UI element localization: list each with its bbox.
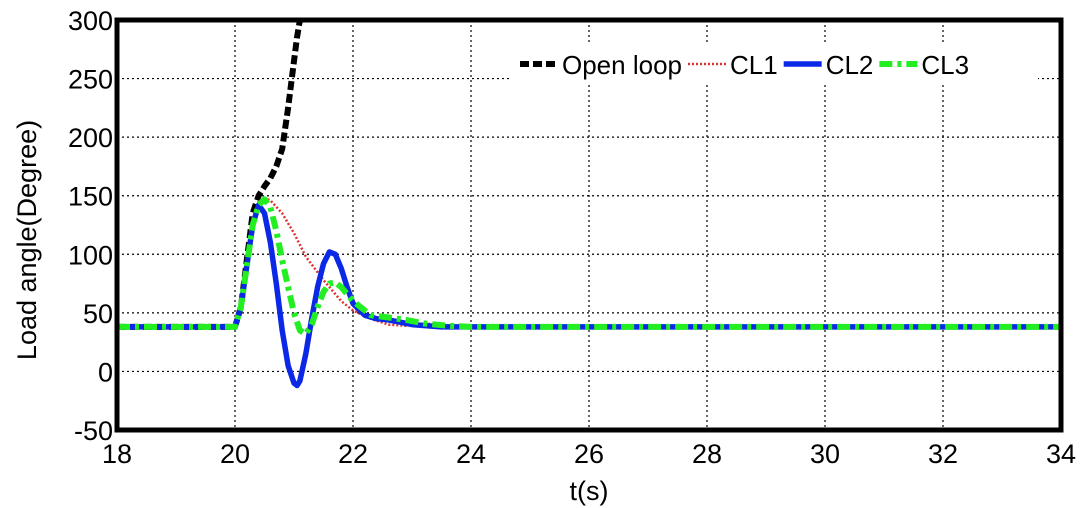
series-line-cl1 bbox=[117, 196, 1061, 329]
series-line-cl2 bbox=[117, 202, 1061, 389]
legend-label: CL2 bbox=[826, 50, 874, 80]
x-tick-label: 32 bbox=[928, 439, 958, 469]
y-tick-label: 150 bbox=[68, 182, 113, 212]
x-tick-label: 34 bbox=[1046, 439, 1076, 469]
x-tick-label: 28 bbox=[692, 439, 722, 469]
x-tick-label: 22 bbox=[338, 439, 368, 469]
y-tick-label: 100 bbox=[68, 240, 113, 270]
y-tick-label: 0 bbox=[98, 357, 113, 387]
y-tick-label: -50 bbox=[74, 416, 113, 446]
x-axis-label: t(s) bbox=[570, 476, 609, 506]
legend-box bbox=[512, 42, 1038, 84]
y-axis-label: Load angle(Degree) bbox=[12, 120, 42, 360]
y-tick-label: 300 bbox=[68, 6, 113, 36]
series-group bbox=[117, 20, 1061, 389]
tick-labels: 18 20 22 24 26 28 30 32 34 -50 0 50 100 150 200 250 300 bbox=[68, 6, 1076, 469]
x-tick-label: 20 bbox=[220, 439, 250, 469]
y-tick-label: 250 bbox=[68, 65, 113, 95]
series-line-cl3 bbox=[117, 196, 1061, 337]
y-tick-label: 200 bbox=[68, 123, 113, 153]
series-line-open-loop bbox=[117, 20, 303, 330]
legend-label: Open loop bbox=[562, 50, 682, 80]
legend-label: CL1 bbox=[730, 50, 778, 80]
x-tick-label: 18 bbox=[102, 439, 132, 469]
legend-label: CL3 bbox=[921, 50, 969, 80]
x-tick-label: 24 bbox=[456, 439, 486, 469]
x-tick-label: 30 bbox=[810, 439, 840, 469]
legend: Open loop CL1 CL2 CL3 bbox=[512, 42, 1038, 84]
x-tick-label: 26 bbox=[574, 439, 604, 469]
y-tick-label: 50 bbox=[83, 299, 113, 329]
plot-frame bbox=[114, 17, 1064, 433]
